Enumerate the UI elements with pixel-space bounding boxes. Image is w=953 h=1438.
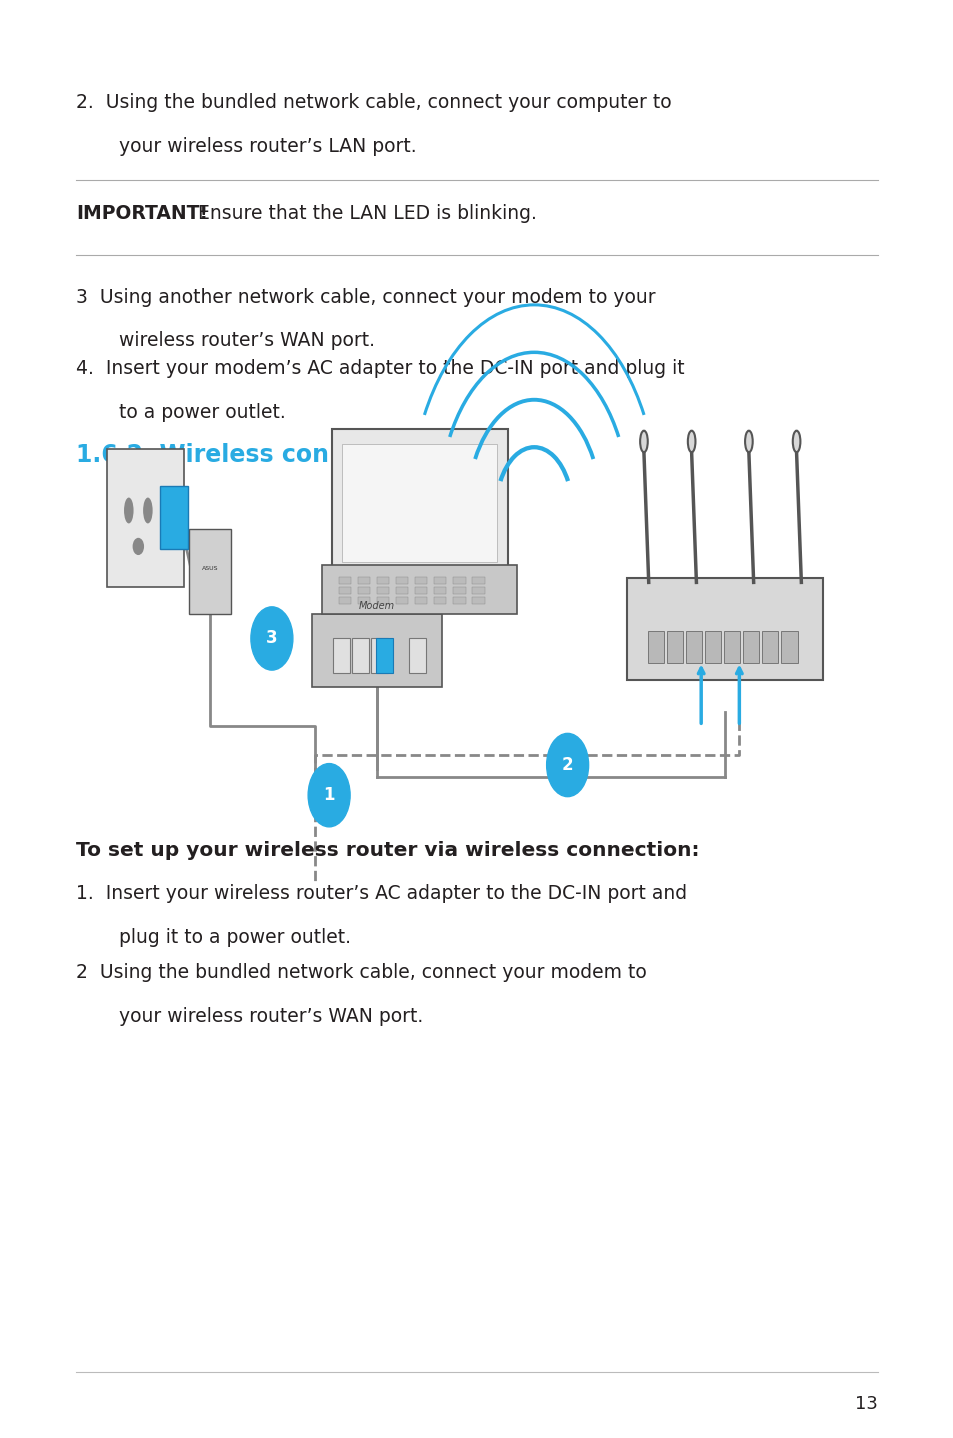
Text: 2.  Using the bundled network cable, connect your computer to: 2. Using the bundled network cable, conn… xyxy=(76,93,671,112)
FancyBboxPatch shape xyxy=(415,587,427,594)
FancyBboxPatch shape xyxy=(357,587,370,594)
Text: 4.  Insert your modem’s AC adapter to the DC-IN port and plug it: 4. Insert your modem’s AC adapter to the… xyxy=(76,360,684,378)
Text: 3  Using another network cable, connect your modem to your: 3 Using another network cable, connect y… xyxy=(76,288,656,306)
FancyBboxPatch shape xyxy=(761,631,778,663)
FancyBboxPatch shape xyxy=(76,467,877,820)
FancyBboxPatch shape xyxy=(685,631,701,663)
FancyBboxPatch shape xyxy=(742,631,759,663)
FancyBboxPatch shape xyxy=(453,597,465,604)
Text: IMPORTANT!: IMPORTANT! xyxy=(76,204,208,223)
FancyBboxPatch shape xyxy=(781,631,797,663)
FancyBboxPatch shape xyxy=(338,577,351,584)
Text: 3: 3 xyxy=(266,630,277,647)
Text: 2  Using the bundled network cable, connect your modem to: 2 Using the bundled network cable, conne… xyxy=(76,963,646,982)
Text: 1: 1 xyxy=(323,787,335,804)
Circle shape xyxy=(251,607,293,670)
Ellipse shape xyxy=(143,498,152,523)
Circle shape xyxy=(308,764,350,827)
FancyBboxPatch shape xyxy=(434,597,446,604)
FancyBboxPatch shape xyxy=(189,529,231,614)
Text: To set up your wireless router via wireless connection:: To set up your wireless router via wirel… xyxy=(76,841,700,860)
FancyBboxPatch shape xyxy=(357,577,370,584)
Text: 13: 13 xyxy=(854,1395,877,1414)
FancyBboxPatch shape xyxy=(453,577,465,584)
FancyBboxPatch shape xyxy=(376,587,389,594)
FancyBboxPatch shape xyxy=(434,577,446,584)
Text: plug it to a power outlet.: plug it to a power outlet. xyxy=(119,928,351,946)
FancyBboxPatch shape xyxy=(333,638,350,673)
FancyBboxPatch shape xyxy=(647,631,663,663)
FancyBboxPatch shape xyxy=(415,577,427,584)
Text: 1.  Insert your wireless router’s AC adapter to the DC-IN port and: 1. Insert your wireless router’s AC adap… xyxy=(76,884,687,903)
FancyBboxPatch shape xyxy=(666,631,682,663)
FancyBboxPatch shape xyxy=(107,449,184,587)
FancyBboxPatch shape xyxy=(338,597,351,604)
FancyBboxPatch shape xyxy=(472,577,484,584)
Ellipse shape xyxy=(792,431,800,453)
FancyBboxPatch shape xyxy=(371,638,388,673)
FancyBboxPatch shape xyxy=(704,631,720,663)
Ellipse shape xyxy=(124,498,133,523)
FancyBboxPatch shape xyxy=(453,587,465,594)
FancyBboxPatch shape xyxy=(376,597,389,604)
FancyBboxPatch shape xyxy=(415,597,427,604)
FancyBboxPatch shape xyxy=(434,587,446,594)
Ellipse shape xyxy=(744,431,752,453)
FancyBboxPatch shape xyxy=(357,597,370,604)
Text: Modem: Modem xyxy=(358,601,395,611)
FancyBboxPatch shape xyxy=(332,429,507,578)
Text: to a power outlet.: to a power outlet. xyxy=(119,403,286,421)
FancyBboxPatch shape xyxy=(160,486,188,549)
Ellipse shape xyxy=(132,538,144,555)
Text: wireless router’s WAN port.: wireless router’s WAN port. xyxy=(119,331,375,349)
FancyBboxPatch shape xyxy=(322,565,517,614)
FancyBboxPatch shape xyxy=(375,638,393,673)
FancyBboxPatch shape xyxy=(723,631,740,663)
Text: your wireless router’s LAN port.: your wireless router’s LAN port. xyxy=(119,137,416,155)
FancyBboxPatch shape xyxy=(409,638,426,673)
FancyBboxPatch shape xyxy=(338,587,351,594)
Text: your wireless router’s WAN port.: your wireless router’s WAN port. xyxy=(119,1007,423,1025)
Text: 1.6.2  Wireless connection: 1.6.2 Wireless connection xyxy=(76,443,428,467)
Circle shape xyxy=(546,733,588,797)
FancyBboxPatch shape xyxy=(376,577,389,584)
FancyBboxPatch shape xyxy=(626,578,822,680)
Ellipse shape xyxy=(639,431,647,453)
Text: ASUS: ASUS xyxy=(201,565,218,571)
FancyBboxPatch shape xyxy=(352,638,369,673)
FancyBboxPatch shape xyxy=(472,587,484,594)
Text: Ensure that the LAN LED is blinking.: Ensure that the LAN LED is blinking. xyxy=(186,204,537,223)
Ellipse shape xyxy=(687,431,695,453)
FancyBboxPatch shape xyxy=(312,614,441,687)
FancyBboxPatch shape xyxy=(342,444,497,562)
FancyBboxPatch shape xyxy=(395,597,408,604)
Text: 2: 2 xyxy=(561,756,573,774)
FancyBboxPatch shape xyxy=(395,577,408,584)
FancyBboxPatch shape xyxy=(395,587,408,594)
FancyBboxPatch shape xyxy=(472,597,484,604)
